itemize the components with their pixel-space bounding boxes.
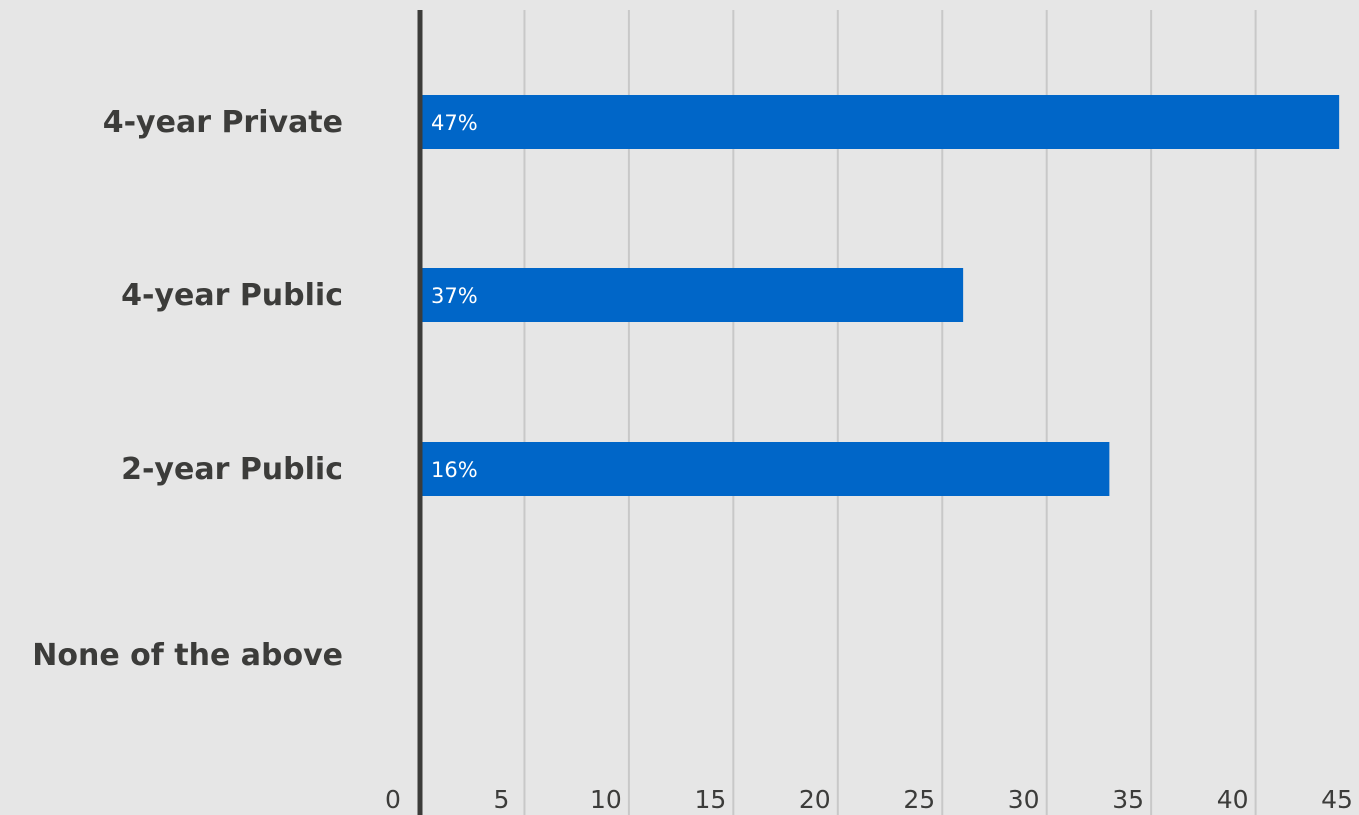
x-tick-label-5: 5 — [493, 785, 509, 814]
category-labels: 4-year Private 4-year Public 2-year Public… — [32, 105, 343, 673]
category-label-2: 2-year Public — [121, 452, 343, 487]
data-label-2: 16% — [431, 458, 478, 482]
x-tick-label-45: 45 — [1321, 785, 1353, 814]
data-label-1: 37% — [431, 284, 478, 308]
x-tick-label-20: 20 — [799, 785, 831, 814]
bar-0 — [420, 95, 1340, 149]
x-tick-labels: 0 5 10 15 20 25 30 35 40 45 — [385, 785, 1353, 814]
x-tick-label-30: 30 — [1008, 785, 1040, 814]
x-tick-label-0: 0 — [385, 785, 401, 814]
x-tick-label-25: 25 — [903, 785, 935, 814]
bars: 47% 37% 16% — [420, 95, 1340, 496]
category-label-1: 4-year Public — [121, 278, 343, 313]
x-tick-label-35: 35 — [1112, 785, 1144, 814]
x-tick-label-40: 40 — [1217, 785, 1249, 814]
bar-2 — [420, 442, 1110, 496]
category-label-3: None of the above — [32, 638, 343, 673]
x-tick-label-10: 10 — [590, 785, 622, 814]
data-label-0: 47% — [431, 111, 478, 135]
category-label-0: 4-year Private — [103, 105, 343, 140]
bar-1 — [420, 268, 964, 322]
x-tick-label-15: 15 — [694, 785, 726, 814]
